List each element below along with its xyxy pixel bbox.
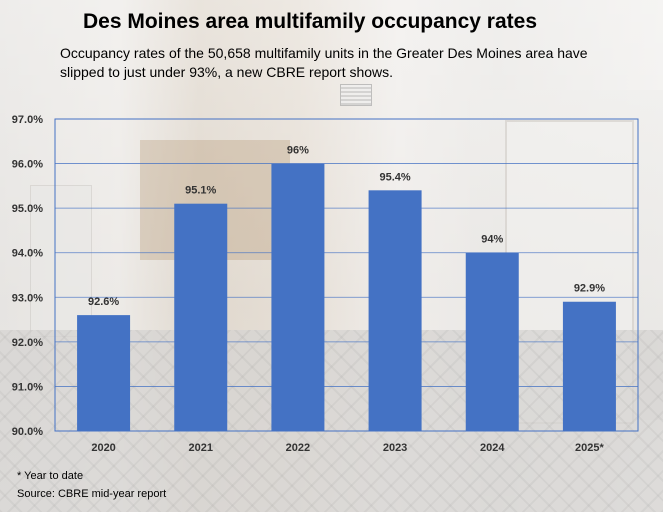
y-tick-label: 92.0% — [12, 337, 43, 349]
y-tick-label: 97.0% — [12, 114, 43, 126]
data-label: 94% — [481, 234, 503, 246]
bar — [562, 301, 616, 431]
bar — [271, 163, 325, 432]
chart-subtitle: Occupancy rates of the 50,658 multifamil… — [60, 45, 588, 80]
y-tick-label: 95.0% — [12, 203, 43, 215]
x-tick-label: 2023 — [383, 442, 407, 454]
y-tick-label: 93.0% — [12, 292, 43, 304]
bar — [465, 252, 519, 431]
plot-frame — [54, 118, 639, 432]
bar — [77, 315, 131, 431]
x-tick-label: 2024 — [480, 442, 505, 454]
chart-title: Des Moines area multifamily occupancy ra… — [82, 10, 537, 33]
footnote-source: Source: CBRE mid-year report — [17, 488, 167, 500]
bar — [174, 203, 228, 431]
x-tick-label: 2021 — [189, 442, 213, 454]
data-label: 96% — [287, 145, 309, 157]
background-fridge — [30, 185, 92, 337]
data-label: 92.9% — [574, 283, 605, 295]
data-label: 95.1% — [185, 185, 216, 197]
x-tick-label: 2020 — [91, 442, 115, 454]
x-tick-label: 2022 — [286, 442, 310, 454]
x-axis-labels: 2020 2021 2022 2023 2024 2025* — [91, 442, 604, 454]
x-tick-label: 2025* — [575, 442, 604, 454]
y-axis-ticks: 90.0% 91.0% 92.0% 93.0% 94.0% 95.0% 96.0% 97.0% — [12, 114, 43, 438]
y-tick-label: 91.0% — [12, 381, 43, 393]
data-label: 95.4% — [379, 171, 410, 183]
gridlines — [54, 118, 639, 432]
data-label: 92.6% — [88, 296, 119, 308]
bars — [77, 163, 616, 432]
background-vent — [340, 84, 372, 106]
footnote-ytd: * Year to date — [17, 470, 84, 482]
y-tick-label: 94.0% — [12, 248, 43, 260]
y-tick-label: 90.0% — [12, 426, 43, 438]
data-labels: 92.6% 95.1% 96% 95.4% 94% 92.9% — [88, 145, 605, 309]
y-tick-label: 96.0% — [12, 159, 43, 171]
bar — [368, 190, 422, 431]
